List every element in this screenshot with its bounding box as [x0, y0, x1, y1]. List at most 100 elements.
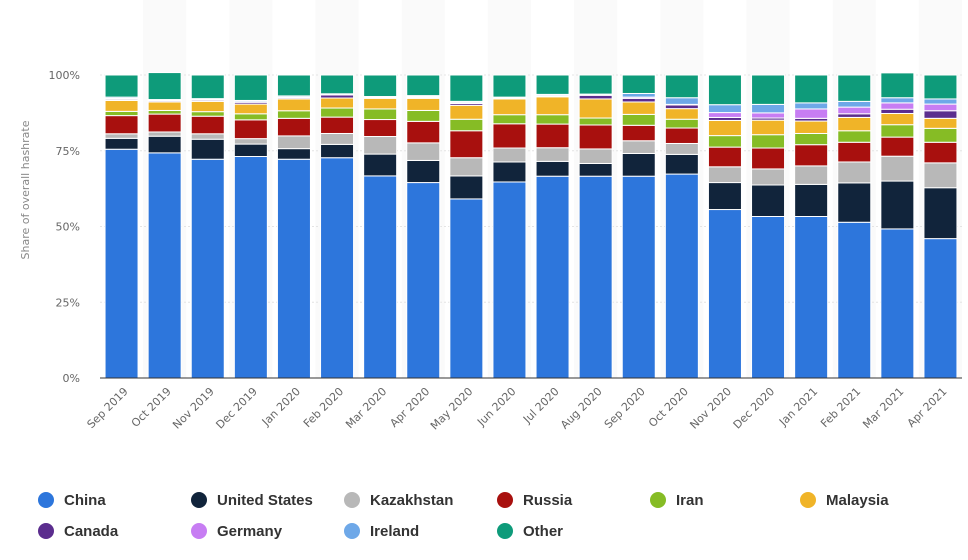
- bar-segment[interactable]: [751, 134, 786, 149]
- bar-segment[interactable]: [492, 74, 527, 98]
- bar-segment[interactable]: [794, 102, 829, 110]
- bar-segment[interactable]: [233, 143, 268, 158]
- bar-segment[interactable]: [923, 162, 958, 189]
- bar-segment[interactable]: [578, 175, 613, 379]
- bar-segment[interactable]: [707, 119, 742, 137]
- bar-segment[interactable]: [621, 113, 656, 126]
- bar-segment[interactable]: [923, 74, 958, 100]
- bar-segment[interactable]: [837, 141, 872, 163]
- bar-segment[interactable]: [794, 108, 829, 119]
- bar-segment[interactable]: [104, 137, 139, 150]
- legend-item[interactable]: Malaysia: [800, 490, 889, 510]
- bar-segment[interactable]: [837, 116, 872, 132]
- bar-segment[interactable]: [190, 115, 225, 135]
- bar-segment[interactable]: [578, 117, 613, 126]
- bar-segment[interactable]: [923, 103, 958, 112]
- bar-segment[interactable]: [147, 109, 182, 115]
- bar-segment[interactable]: [276, 110, 311, 119]
- bar-segment[interactable]: [837, 74, 872, 102]
- bar-segment[interactable]: [880, 102, 915, 110]
- bar-segment[interactable]: [449, 157, 484, 177]
- bar-segment[interactable]: [664, 142, 699, 155]
- bar-segment[interactable]: [406, 159, 441, 184]
- bar-segment[interactable]: [147, 113, 182, 133]
- bar-segment[interactable]: [363, 153, 398, 177]
- legend-item[interactable]: Canada: [38, 521, 118, 541]
- bar-segment[interactable]: [707, 112, 742, 118]
- bar-segment[interactable]: [449, 130, 484, 159]
- bar-segment[interactable]: [492, 161, 527, 183]
- bar-segment[interactable]: [880, 124, 915, 138]
- bar-segment[interactable]: [449, 118, 484, 132]
- bar-segment[interactable]: [363, 74, 398, 98]
- bar-segment[interactable]: [363, 119, 398, 138]
- bar-segment[interactable]: [751, 103, 786, 114]
- bar-segment[interactable]: [794, 120, 829, 134]
- bar-segment[interactable]: [880, 136, 915, 157]
- bar-segment[interactable]: [363, 175, 398, 379]
- bar-segment[interactable]: [837, 221, 872, 379]
- legend-item[interactable]: Germany: [191, 521, 282, 541]
- bar-segment[interactable]: [276, 135, 311, 150]
- bar-segment[interactable]: [794, 132, 829, 146]
- bar-segment[interactable]: [707, 74, 742, 106]
- bar-segment[interactable]: [406, 142, 441, 161]
- bar-segment[interactable]: [535, 175, 570, 379]
- bar-segment[interactable]: [190, 138, 225, 160]
- bar-segment[interactable]: [233, 138, 268, 145]
- bar-segment[interactable]: [492, 114, 527, 125]
- legend-item[interactable]: Iran: [650, 490, 704, 510]
- bar-segment[interactable]: [707, 135, 742, 148]
- bar-segment[interactable]: [406, 74, 441, 97]
- bar-segment[interactable]: [233, 156, 268, 379]
- bar-segment[interactable]: [104, 110, 139, 117]
- bar-segment[interactable]: [707, 209, 742, 379]
- bar-segment[interactable]: [621, 92, 656, 98]
- bar-segment[interactable]: [923, 110, 958, 119]
- bar-segment[interactable]: [535, 74, 570, 95]
- bar-segment[interactable]: [320, 97, 355, 109]
- bar-segment[interactable]: [621, 175, 656, 379]
- bar-segment[interactable]: [535, 160, 570, 177]
- bar-segment[interactable]: [147, 101, 182, 111]
- bar-segment[interactable]: [320, 74, 355, 95]
- bar-segment[interactable]: [276, 74, 311, 97]
- bar-segment[interactable]: [880, 112, 915, 126]
- bar-segment[interactable]: [578, 148, 613, 164]
- bar-segment[interactable]: [276, 158, 311, 379]
- legend-item[interactable]: China: [38, 490, 106, 510]
- bar-segment[interactable]: [233, 119, 268, 140]
- bar-segment[interactable]: [837, 161, 872, 184]
- bar-segment[interactable]: [621, 140, 656, 154]
- bar-segment[interactable]: [104, 115, 139, 135]
- bar-segment[interactable]: [406, 109, 441, 122]
- bar-segment[interactable]: [535, 96, 570, 116]
- bar-segment[interactable]: [406, 120, 441, 144]
- bar-segment[interactable]: [104, 133, 139, 139]
- bar-segment[interactable]: [923, 98, 958, 105]
- bar-segment[interactable]: [449, 104, 484, 120]
- bar-segment[interactable]: [406, 182, 441, 379]
- bar-segment[interactable]: [233, 103, 268, 115]
- bar-segment[interactable]: [147, 152, 182, 379]
- bar-segment[interactable]: [535, 114, 570, 125]
- bar-segment[interactable]: [147, 135, 182, 154]
- bar-segment[interactable]: [923, 238, 958, 379]
- bar-segment[interactable]: [707, 146, 742, 168]
- bar-segment[interactable]: [621, 152, 656, 177]
- bar-segment[interactable]: [794, 183, 829, 218]
- bar-segment[interactable]: [492, 181, 527, 379]
- bar-segment[interactable]: [707, 182, 742, 211]
- bar-segment[interactable]: [449, 74, 484, 102]
- bar-segment[interactable]: [276, 148, 311, 160]
- bar-segment[interactable]: [880, 228, 915, 379]
- bar-segment[interactable]: [190, 111, 225, 117]
- bar-segment[interactable]: [664, 97, 699, 105]
- legend-item[interactable]: United States: [191, 490, 313, 510]
- bar-segment[interactable]: [664, 118, 699, 129]
- bar-segment[interactable]: [190, 133, 225, 140]
- bar-segment[interactable]: [147, 131, 182, 137]
- bar-segment[interactable]: [880, 72, 915, 99]
- bar-segment[interactable]: [578, 124, 613, 150]
- bar-segment[interactable]: [276, 98, 311, 112]
